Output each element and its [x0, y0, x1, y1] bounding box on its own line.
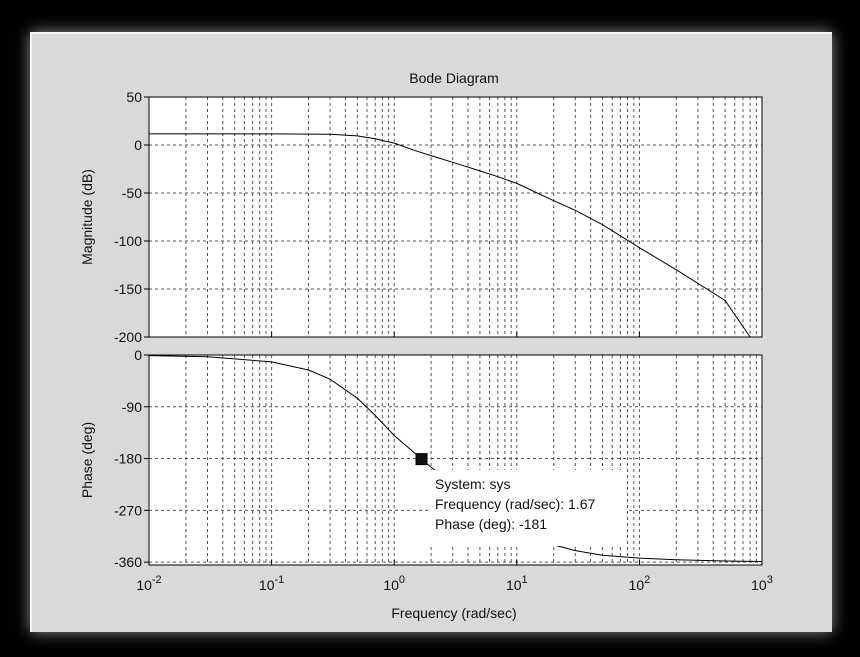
data-tip-line: Phase (deg): -181: [435, 516, 547, 532]
magnitude-y-tick-label: 50: [126, 89, 142, 105]
phase-y-tick-label: -270: [114, 502, 142, 518]
magnitude-grid: [148, 97, 763, 337]
magnitude-plot-area: [149, 97, 762, 337]
data-tip-marker[interactable]: [415, 453, 428, 466]
magnitude-series-line: [149, 133, 751, 338]
x-axis-label: Frequency (rad/sec): [391, 605, 516, 621]
magnitude-y-label: Magnitude (dB): [79, 169, 95, 265]
data-tip-line: Frequency (rad/sec): 1.67: [435, 496, 596, 512]
x-tick-label: 103: [751, 574, 773, 593]
magnitude-y-ticks: 50 0 -50 -100 -150 -200: [114, 89, 149, 345]
phase-y-label: Phase (deg): [79, 422, 95, 498]
phase-y-tick-label: -180: [114, 451, 142, 467]
phase-y-tick-label: -360: [114, 554, 142, 570]
x-tick-label: 10-2: [136, 574, 161, 593]
data-tip-box: [430, 470, 627, 546]
bode-chart: Bode Diagram 50 0 -50 -100 -150 -200 Magnitud…: [79, 70, 773, 621]
phase-axes-box: [148, 354, 763, 566]
figure-canvas: Bode Diagram 50 0 -50 -100 -150 -200 Magnitud…: [30, 32, 832, 632]
phase-grid: [148, 355, 763, 565]
magnitude-plot: 50 0 -50 -100 -150 -200 Magnitude (dB): [79, 89, 763, 345]
data-tip[interactable]: System: sys Frequency (rad/sec): 1.67 Phas…: [415, 453, 627, 546]
phase-y-ticks: 0 -90 -180 -270 -360: [114, 347, 149, 570]
magnitude-curve: [149, 133, 751, 338]
phase-y-tick-label: -90: [122, 399, 142, 415]
chart-title: Bode Diagram: [409, 70, 499, 86]
magnitude-y-tick-label: -150: [114, 281, 142, 297]
magnitude-y-tick-label: -100: [114, 233, 142, 249]
phase-y-tick-label: 0: [134, 347, 142, 363]
x-tick-label: 102: [629, 574, 651, 593]
x-tick-label: 101: [506, 574, 528, 593]
magnitude-y-tick-label: 0: [134, 137, 142, 153]
magnitude-axes-box: [148, 96, 763, 338]
magnitude-y-tick-label: -50: [122, 185, 142, 201]
magnitude-y-tick-label: -200: [114, 329, 142, 345]
data-tip-line: System: sys: [435, 476, 510, 492]
x-axis-ticks: 10-2 10-1 100 101 102 103: [136, 574, 773, 593]
x-tick-label: 100: [383, 574, 405, 593]
x-tick-label: 10-1: [259, 574, 284, 593]
